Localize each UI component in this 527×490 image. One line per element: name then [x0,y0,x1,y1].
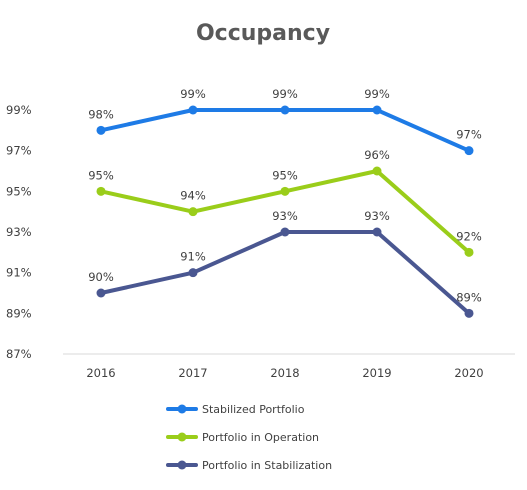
legend-label: Portfolio in Operation [202,431,319,444]
x-axis: 2016 2017 2018 2019 2020 [86,366,483,380]
data-point [188,268,198,278]
series-line [99,108,471,153]
y-tick-label: 89% [6,306,32,320]
data-label: 96% [364,148,390,162]
data-label: 95% [88,168,114,182]
data-label: 90% [88,270,114,284]
y-tick-label: 91% [6,266,32,280]
x-tick-label: 2017 [178,366,207,380]
legend-label: Stabilized Portfolio [202,403,305,416]
x-tick-label: 2018 [270,366,299,380]
legend-marker [177,404,187,414]
data-point [96,288,106,298]
data-point [372,166,382,176]
legend-label: Portfolio in Stabilization [202,459,332,472]
y-tick-label: 87% [6,347,32,361]
data-label: 95% [272,168,298,182]
series-lines: 98%99% 99% 99%97%95%94%95%96%92%90%91%93% 9… [88,87,482,318]
data-point [188,207,198,217]
x-tick-label: 2019 [362,366,391,380]
x-tick-label: 2020 [454,366,483,380]
data-label: 93% [272,209,298,223]
data-point [464,308,474,318]
data-label: 92% [456,229,482,243]
legend-item: Stabilized Portfolio [166,403,305,416]
data-point [464,146,474,156]
data-label: 98% [88,107,114,121]
series-portfolio-in-operation: 95% 94% 95% 96% 92% [88,148,482,257]
legend-item: Portfolio in Operation [166,431,319,444]
legend-item: Portfolio in Stabilization [166,459,332,472]
y-axis: 87% 89% 91% 93% 95% 97% 99% [6,103,32,361]
chart-title: Occupancy [196,21,330,46]
y-tick-label: 97% [6,144,32,158]
series-stabilized-portfolio: 98% 99% 99% 99% 97% [88,87,482,156]
data-point [280,227,290,237]
x-tick-label: 2016 [86,366,115,380]
data-label: 99% [364,87,390,101]
data-label: 94% [180,189,206,203]
data-point [280,186,290,196]
legend-marker [177,460,187,470]
y-tick-label: 99% [6,103,32,117]
data-label: 89% [456,290,482,304]
series-line [99,230,471,316]
y-tick-label: 95% [6,184,32,198]
data-point [96,125,106,135]
data-point [372,105,382,115]
data-point [188,105,198,115]
data-point [96,186,106,196]
legend: Stabilized Portfolio Portfolio in Operati… [166,403,332,472]
data-label: 99% [180,87,206,101]
data-label: 91% [180,250,206,264]
data-label: 99% [272,87,298,101]
y-tick-label: 93% [6,225,32,239]
series-portfolio-in-stabilization: 90% 91% 93% 93% 89% [88,209,482,318]
data-point [280,105,290,115]
data-point [372,227,382,237]
legend-marker [177,432,187,442]
data-label: 93% [364,209,390,223]
data-point [464,247,474,257]
data-label: 97% [456,128,482,142]
